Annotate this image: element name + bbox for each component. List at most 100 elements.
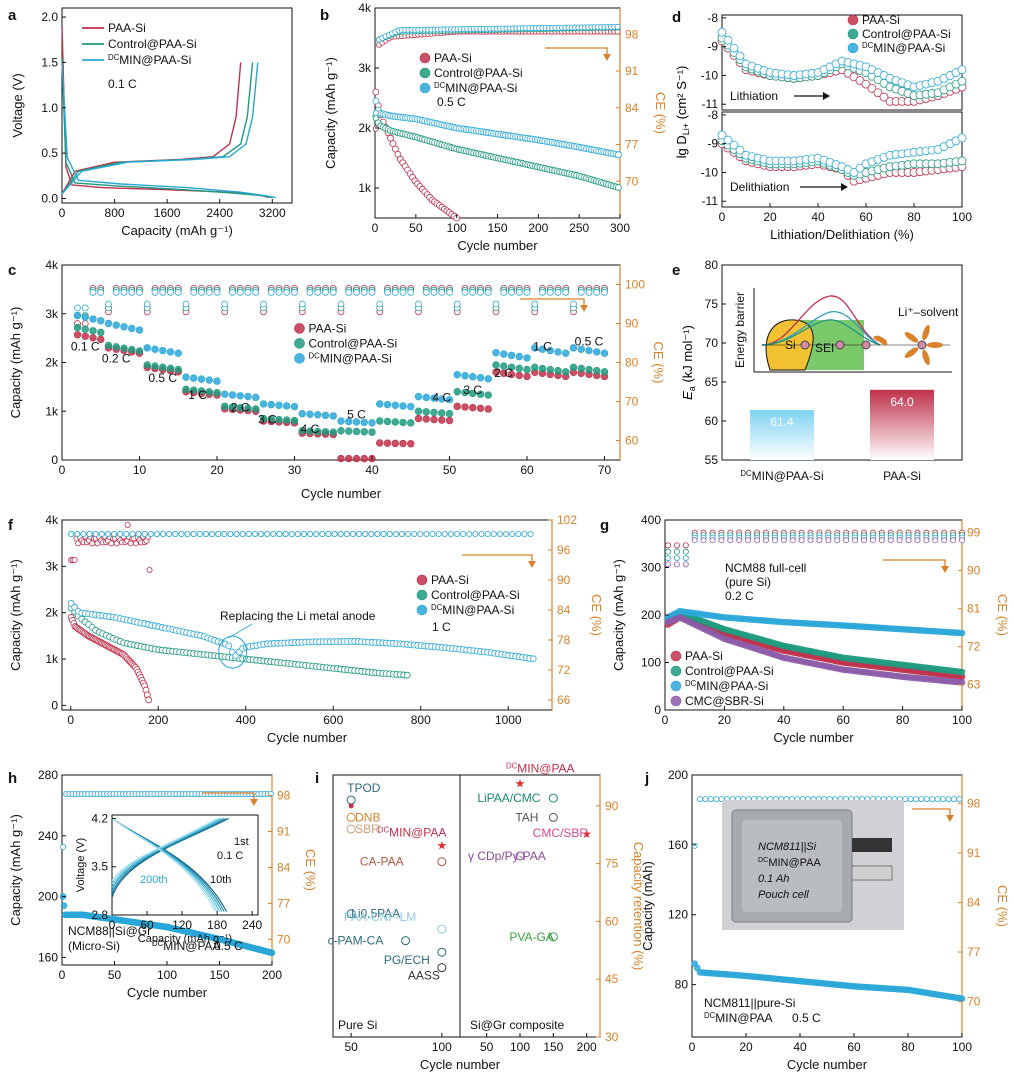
capacity-point: [469, 403, 477, 412]
ce-point: [74, 304, 81, 312]
y-tick-label: 1.0: [41, 101, 58, 115]
ce-point: [940, 796, 947, 803]
capacity-point: [268, 949, 276, 957]
x-tick-label: 80: [901, 1040, 915, 1054]
point-label: TPOD: [347, 781, 381, 795]
ce-point: [780, 537, 787, 544]
ce-point: [422, 288, 430, 296]
series-curve-cha: [61, 62, 259, 195]
point-label: SBR: [355, 822, 380, 836]
x-tick-label: 60: [520, 463, 534, 477]
x-tick-label: 800: [411, 713, 431, 727]
capacity-point: [290, 416, 299, 425]
y2-tick-label: 80: [625, 356, 639, 370]
ce-point: [682, 561, 689, 568]
capacity-point: [507, 370, 516, 379]
capacity-point: [422, 393, 430, 402]
ce-point: [460, 531, 467, 538]
capacity-point: [476, 374, 485, 382]
legend-label: Control@PAA-Si: [431, 588, 520, 602]
cell-annotation: (Micro-Si): [68, 939, 120, 953]
legend-marker: [419, 67, 431, 79]
ce-point: [496, 531, 503, 538]
y-axis-label: Voltage (V): [10, 73, 25, 137]
y-tick-label: 100: [641, 656, 661, 670]
ce-point: [349, 531, 356, 538]
y2-tick-label: 66: [557, 693, 571, 707]
ce-point: [531, 300, 539, 308]
y2-tick-label: 91: [967, 846, 981, 860]
diffusion-point: [849, 168, 859, 177]
y2-tick-label: 72: [557, 663, 571, 677]
diffusion-point: [735, 51, 745, 61]
ce-point: [331, 531, 338, 538]
ce-point: [664, 542, 671, 549]
capacity-point: [484, 405, 492, 413]
capacity-point: [372, 97, 380, 105]
capacity-point: [600, 368, 609, 376]
ce-point: [128, 288, 136, 296]
inset-label: 1st: [234, 836, 249, 848]
chart-g: g 0 20 40 60 80 100 0 100 200 300 400 63 72 81 90 99 Cycl…: [600, 513, 1010, 745]
capacity-point: [73, 311, 82, 320]
rate-label: 3 C: [463, 383, 482, 397]
ce-point: [509, 531, 516, 538]
ce-point: [664, 548, 671, 555]
y2-tick-label: 98: [277, 789, 291, 803]
capacity-point: [182, 385, 190, 394]
y2-tick-label: 90: [625, 317, 639, 331]
ce-point: [515, 288, 523, 296]
capacity-point: [507, 351, 516, 360]
capacity-point: [81, 313, 89, 321]
capacity-point: [337, 417, 345, 425]
capacity-point: [244, 404, 252, 413]
capacity-point: [414, 392, 423, 401]
capacity-point: [387, 134, 394, 142]
ce-point: [834, 537, 841, 544]
capacity-point: [383, 400, 392, 409]
ce-point: [789, 537, 796, 544]
data-point: [437, 924, 447, 934]
legend-marker: [847, 42, 859, 54]
ce-point: [523, 288, 531, 296]
ce-point: [914, 537, 921, 544]
legend-marker: [847, 14, 859, 26]
x-tick-label: 0: [689, 1040, 696, 1054]
y-tick-label: 4.2: [91, 811, 108, 825]
x-tick-label: 120: [172, 918, 192, 932]
ce-point: [372, 115, 379, 122]
capacity-point: [430, 408, 438, 417]
capacity-point: [159, 346, 167, 355]
legend-label: Control@PAA-Si: [862, 27, 951, 41]
label-main: MIN@PAA: [517, 762, 574, 776]
ce-point: [441, 531, 448, 538]
data-point: [548, 812, 558, 822]
y-tick-label: 60: [705, 414, 719, 428]
diffusion-point: [957, 156, 967, 166]
x-tick-label: 250: [569, 221, 589, 235]
ce-point: [959, 537, 966, 544]
x-tick-label: 40: [777, 713, 791, 727]
ce-point: [112, 288, 120, 296]
capacity-point: [205, 376, 213, 384]
ce-point: [386, 531, 393, 538]
x-tick-label: 70: [598, 463, 612, 477]
ce-point: [213, 288, 221, 296]
capacity-point: [453, 402, 461, 411]
y-tick-label: 3k: [45, 307, 59, 321]
ce-point: [325, 531, 332, 538]
capacity-point: [430, 394, 438, 402]
chart-b: b 0 50 100 150 200 250 300 1k 2k 3k 4k 70 77 84 91 98 Cyc…: [320, 1, 668, 253]
y-tick-label: 400: [641, 513, 661, 527]
diffusion-point: [867, 84, 877, 93]
ce-point: [71, 557, 78, 564]
event-pointer: [228, 623, 253, 639]
ce-point: [956, 796, 963, 803]
capacity-point: [461, 372, 469, 380]
panel-label: i: [315, 770, 319, 787]
ce-point: [415, 300, 422, 308]
ce-point: [190, 288, 198, 296]
x-tick-label: 50: [344, 1040, 358, 1054]
x-tick-label: 150: [543, 1040, 563, 1054]
ce-point: [172, 531, 179, 538]
